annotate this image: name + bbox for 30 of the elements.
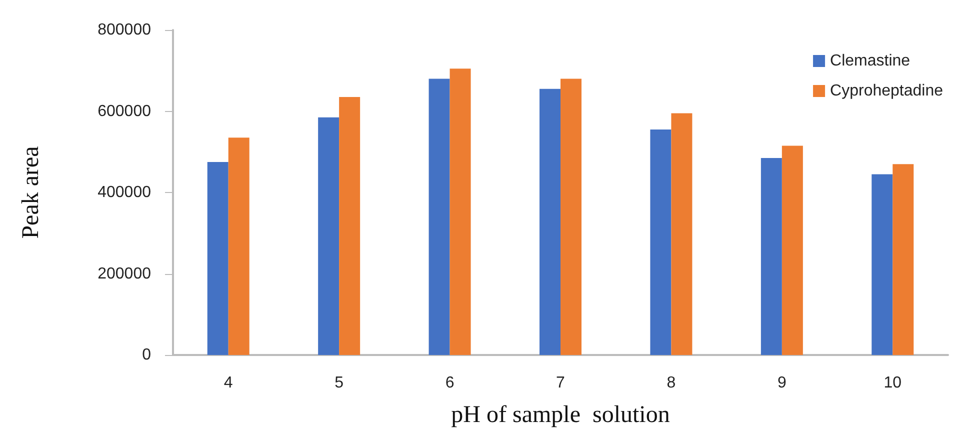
bar	[207, 162, 228, 355]
bar	[760, 158, 782, 355]
y-tick-label: 600000	[98, 102, 152, 120]
bar	[450, 68, 471, 355]
bar	[540, 88, 560, 355]
x-tick-label: 7	[556, 374, 566, 392]
bar	[782, 146, 803, 355]
y-tick-label: 800000	[98, 22, 152, 38]
legend-label: Clemastine	[830, 52, 910, 70]
x-axis-title: pH of sample solution	[451, 402, 670, 428]
bar	[318, 117, 340, 355]
bar	[228, 138, 250, 355]
x-tick-label: 10	[884, 374, 902, 392]
y-tick-label: 200000	[98, 265, 152, 282]
legend-label: Cyproheptadine	[830, 82, 944, 100]
bar	[892, 164, 914, 355]
y-tick-label: 0	[142, 346, 152, 364]
bar	[650, 130, 672, 355]
y-axis-title: Peak area	[18, 146, 44, 239]
x-tick-label: 6	[445, 374, 454, 392]
bar	[339, 97, 360, 355]
bar	[872, 174, 893, 355]
x-tick-label: 5	[334, 374, 344, 392]
x-tick-label: 4	[224, 374, 233, 392]
bar	[428, 78, 450, 355]
x-tick-label: 9	[777, 374, 786, 392]
bar	[671, 113, 692, 355]
bar	[560, 78, 582, 355]
x-tick-label: 8	[666, 374, 676, 392]
y-tick-label: 400000	[98, 184, 152, 201]
